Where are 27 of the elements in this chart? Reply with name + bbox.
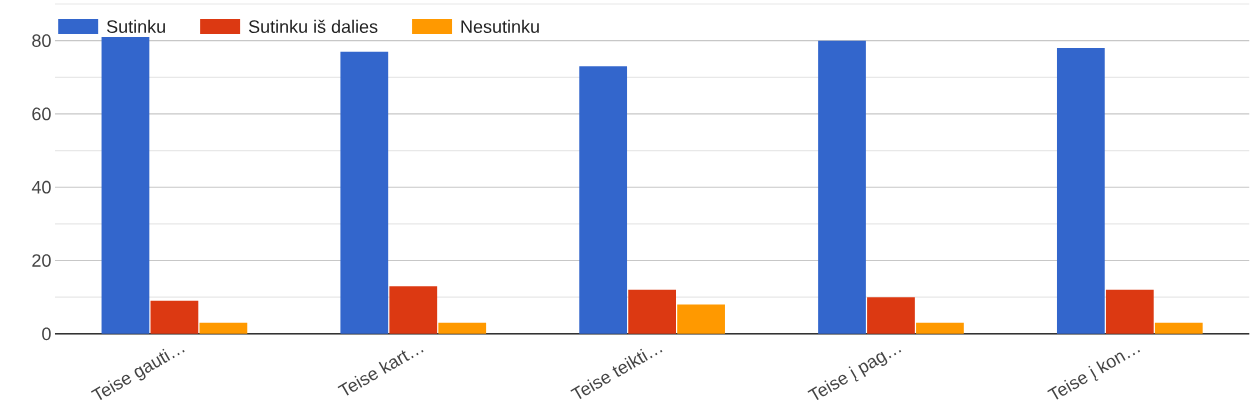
x-tick-label: Teise į kon…	[1047, 350, 1141, 400]
bar	[101, 37, 150, 334]
bar	[150, 300, 199, 334]
y-tick-label: 0	[42, 327, 51, 341]
bar	[1105, 289, 1154, 334]
bar	[677, 304, 725, 334]
bar	[340, 51, 389, 334]
y-tick-label: 80	[32, 34, 51, 48]
x-tick-label: Teise į pag…	[807, 350, 902, 401]
bar	[1154, 322, 1203, 334]
bar	[389, 286, 438, 334]
bar	[916, 322, 964, 334]
bar	[579, 66, 628, 334]
bar	[867, 297, 915, 334]
bar	[628, 289, 676, 334]
bar	[818, 40, 866, 334]
bar	[438, 322, 487, 334]
x-tick-label: Teise kart…	[337, 350, 424, 396]
y-tick-label: 60	[32, 107, 51, 121]
y-tick-label: 20	[32, 254, 51, 267]
bar	[199, 322, 248, 334]
legend-label: Sutinku iš dalies	[248, 19, 378, 34]
y-tick-label: 40	[31, 180, 51, 194]
x-tick-label: Teise teikti…	[570, 348, 663, 400]
legend-label: Sutinku	[106, 19, 165, 34]
legend-label: Nesutinku	[461, 19, 539, 34]
bar	[1056, 48, 1105, 334]
